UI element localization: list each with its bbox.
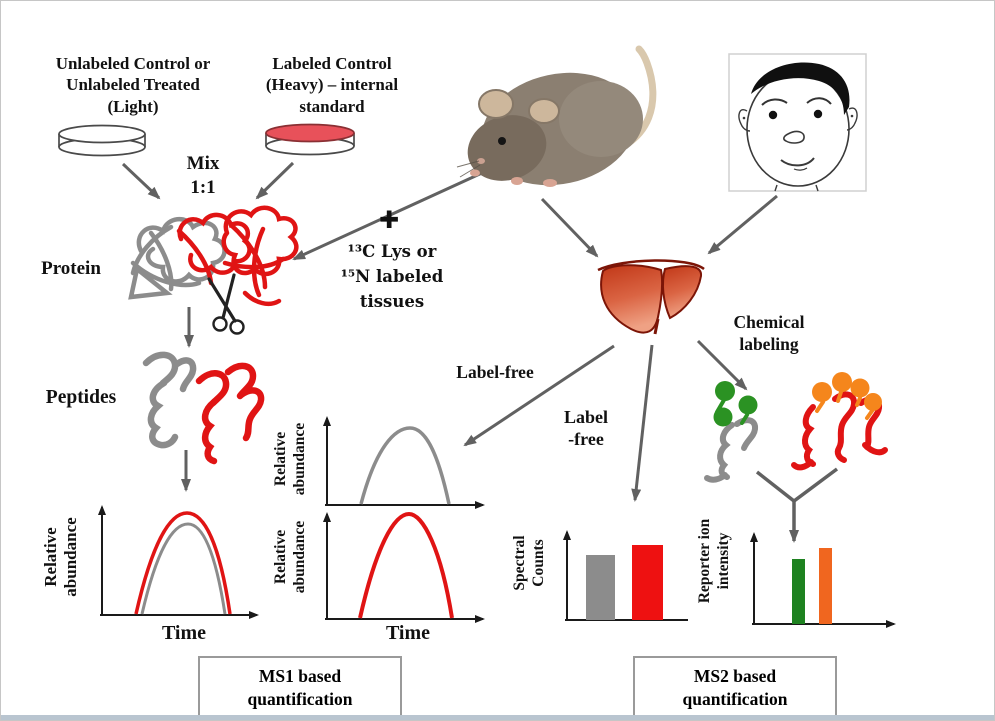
ms1-chart-xlabel: Time (161, 622, 207, 644)
green-labeled-peptides-icon (704, 381, 759, 483)
plus-sign: ✚ (378, 206, 400, 234)
culture-dish-heavy-icon (265, 123, 355, 156)
labeled-tissue-arrow (292, 160, 507, 261)
label-free-side-label: Label -free (563, 407, 608, 449)
liver-to-chemical-arrow (696, 339, 748, 391)
labelfree-chart-xlabel: Time (385, 622, 431, 644)
ms1-curve-heavy (134, 511, 232, 615)
culture-dish-light-icon (58, 124, 146, 157)
lf1-curve (359, 426, 451, 505)
ri-bar-orange (819, 548, 832, 624)
ms1-chart-ylabel: Relative abundance (41, 517, 81, 597)
bottom-border-strip (1, 715, 994, 720)
isotope-label: ¹³C Lys or ¹⁵N labeled tissues (340, 242, 444, 311)
mix-arrow-left (121, 162, 161, 200)
labelfree-top-chart (323, 416, 485, 509)
reporter-ion-ylabel: Reporter ion intensity (696, 518, 732, 604)
human-face-icon (728, 53, 867, 192)
spectral-counts-ylabel: Spectral Counts (511, 535, 547, 591)
ms2-caption-box: MS2 based quantification (633, 656, 837, 720)
liver-icon (597, 259, 705, 335)
ms1-curve-light (140, 522, 227, 615)
flow-arrows (121, 160, 839, 543)
reporter-ion-chart (750, 532, 896, 628)
ms1-caption-box: MS1 based quantification (198, 656, 402, 720)
light-dish-label: Unlabeled Control or Unlabeled Treated (… (55, 54, 211, 116)
chemical-labeling-label: Chemical labeling (733, 312, 805, 354)
labelfree-bottom-chart (323, 511, 485, 623)
mouse-photo (456, 45, 657, 187)
label-free-main-label: Label-free (456, 362, 534, 382)
ri-bar-green (792, 559, 805, 624)
human-to-liver-arrow (707, 194, 778, 255)
orange-labeled-peptides-icon (791, 372, 888, 471)
mix-arrow-right (255, 161, 295, 200)
labelfree-top-ylabel: Relative abundance (272, 422, 308, 496)
spectral-counts-chart (563, 530, 688, 621)
sc-bar-gray (586, 555, 615, 620)
peptides-red-icon (195, 362, 265, 465)
sc-bar-red (632, 545, 663, 620)
liver-to-spectral-arrow (631, 344, 654, 502)
merge-lines (755, 467, 839, 504)
liver-to-labelfree-arrow (463, 344, 615, 447)
mouse-to-liver-arrow (540, 197, 599, 258)
lf2-curve (358, 511, 454, 619)
protein-tangle-red-icon (176, 205, 299, 306)
peptides-gray-icon (142, 351, 197, 449)
protein-label: Protein (41, 258, 101, 279)
mix-ratio-label: Mix 1:1 (186, 153, 220, 198)
peptides-label: Peptides (45, 387, 117, 408)
protein-tangle-gray-icon (128, 217, 227, 300)
scissors-icon (207, 273, 245, 335)
ms1-chart (98, 505, 259, 619)
labelfree-bottom-ylabel: Relative abundance (272, 520, 308, 594)
heavy-dish-label: Labeled Control (Heavy) – internal stand… (265, 54, 399, 116)
